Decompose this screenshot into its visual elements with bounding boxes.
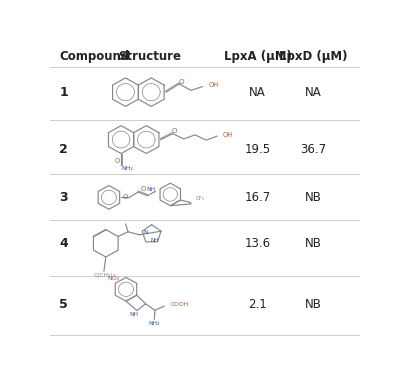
Text: NA: NA: [305, 85, 322, 99]
Text: 5: 5: [59, 298, 68, 311]
Text: C(CH₃)₃: C(CH₃)₃: [93, 273, 115, 278]
Text: O: O: [179, 79, 184, 85]
Text: Compound: Compound: [59, 50, 130, 63]
Text: 16.7: 16.7: [244, 191, 271, 204]
Text: 19.5: 19.5: [245, 144, 271, 156]
Text: NO₂: NO₂: [107, 276, 120, 281]
Polygon shape: [94, 230, 118, 257]
Text: 4: 4: [59, 237, 68, 250]
Text: 3: 3: [59, 191, 68, 204]
Polygon shape: [134, 126, 159, 154]
Text: 1: 1: [59, 85, 68, 99]
Text: NH₂: NH₂: [122, 166, 134, 171]
Text: NB: NB: [305, 191, 322, 204]
Text: COOH: COOH: [171, 303, 189, 308]
Text: OH: OH: [222, 132, 232, 137]
Text: O: O: [172, 128, 177, 134]
Text: O: O: [140, 186, 146, 191]
Polygon shape: [108, 126, 134, 154]
Text: NB: NB: [305, 237, 322, 250]
Polygon shape: [142, 225, 161, 242]
Polygon shape: [115, 278, 137, 301]
Text: 2: 2: [59, 144, 68, 156]
Text: O: O: [114, 158, 120, 164]
Text: Structure: Structure: [118, 50, 181, 63]
Text: NH₂: NH₂: [148, 321, 160, 326]
Text: 13.6: 13.6: [245, 237, 271, 250]
Text: NB: NB: [305, 298, 322, 311]
Text: NH: NH: [147, 187, 156, 192]
Polygon shape: [98, 186, 120, 209]
Text: CF₃: CF₃: [195, 196, 204, 201]
Text: 36.7: 36.7: [300, 144, 326, 156]
Text: O: O: [123, 194, 128, 199]
Text: NA: NA: [249, 85, 266, 99]
Polygon shape: [138, 78, 164, 106]
Polygon shape: [112, 78, 138, 106]
Text: N: N: [144, 230, 148, 235]
Text: LpxA (μM): LpxA (μM): [224, 50, 292, 63]
Text: NH: NH: [150, 238, 159, 243]
Text: NH: NH: [130, 312, 138, 317]
Polygon shape: [160, 183, 180, 206]
Polygon shape: [126, 295, 146, 311]
Text: 2.1: 2.1: [248, 298, 267, 311]
Text: LpxD (μM): LpxD (μM): [279, 50, 348, 63]
Text: OH: OH: [208, 82, 218, 88]
